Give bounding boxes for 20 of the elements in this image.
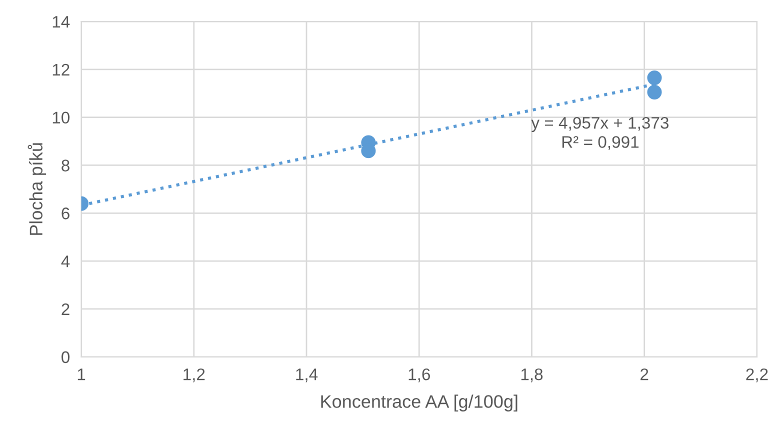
x-tick-label: 1,8 — [521, 368, 543, 382]
y-tick-label: 14 — [52, 16, 70, 28]
x-tick-label: 1,6 — [408, 368, 430, 382]
annotation: y = 4,957x + 1,373 R² = 0,991 — [531, 116, 669, 150]
y-axis-title: Plocha píků — [28, 143, 46, 235]
y-tick-label: 10 — [52, 112, 70, 124]
x-tick-label: 1,2 — [184, 368, 205, 382]
x-tick-label: 2 — [640, 368, 648, 380]
y-tick-label: 4 — [61, 256, 70, 268]
x-tick-label: 1 — [78, 368, 86, 380]
y-tick-label: 2 — [62, 303, 70, 316]
point — [647, 70, 662, 86]
y-tick-label: 0 — [62, 351, 70, 364]
x-axis-title: Koncentrace AA [g/100g] — [321, 394, 518, 412]
x-tick-label: 1,4 — [296, 368, 318, 382]
point — [647, 84, 662, 100]
y-tick-label: 12 — [52, 64, 70, 76]
y-tick-label: 8 — [62, 160, 70, 172]
x-tick-label: 2,2 — [746, 368, 768, 382]
y-tick-label: 6 — [62, 208, 70, 220]
